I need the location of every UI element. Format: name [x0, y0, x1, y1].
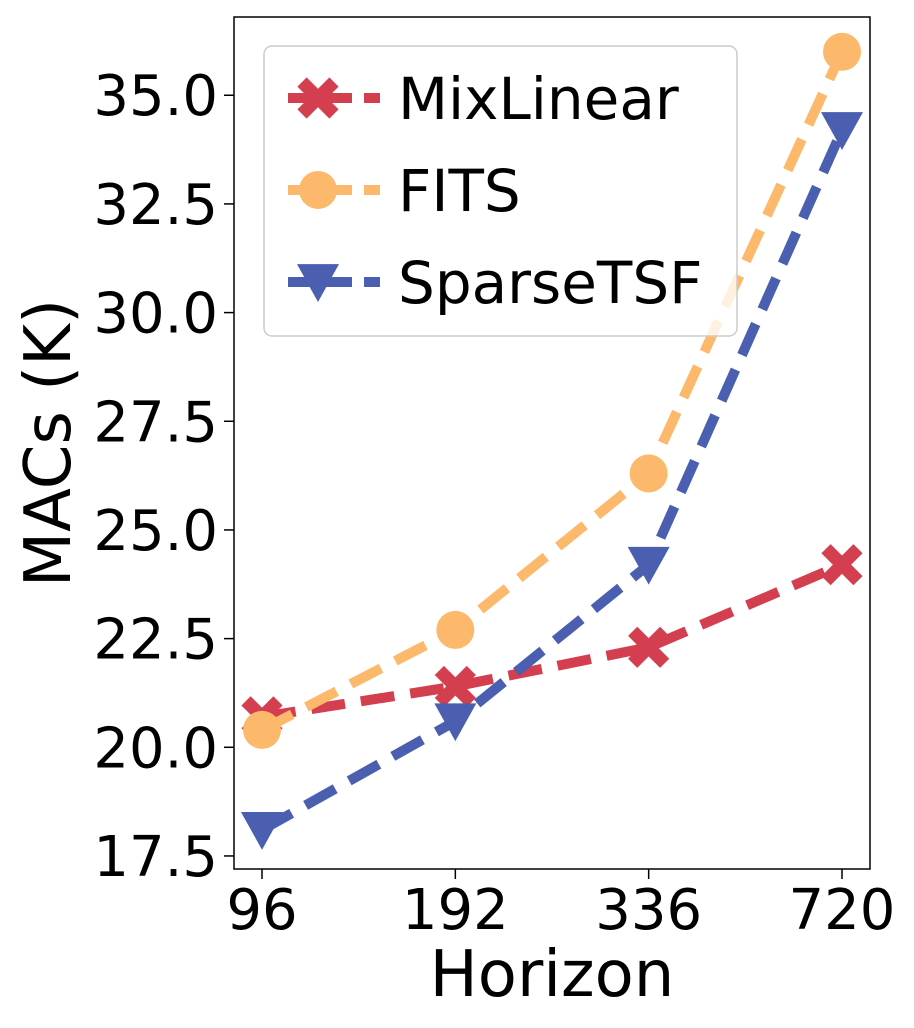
fits-point	[629, 454, 668, 493]
y-tick-label: 30.0	[93, 282, 218, 347]
legend-mixlinear-label: MixLinear	[398, 65, 679, 133]
mixlinear-point	[628, 626, 670, 668]
y-tick-label: 25.0	[93, 499, 218, 564]
fits-line	[259, 49, 847, 735]
series-layer	[241, 32, 863, 850]
y-tick-label: 17.5	[93, 825, 218, 890]
legend: MixLinear FITS SparseTSF	[263, 45, 738, 337]
x-tick-label: 96	[226, 878, 297, 943]
y-axis-title: MACs (K)	[12, 299, 86, 587]
legend-sparsetsf-label: SparseTSF	[398, 249, 703, 317]
x-tick-label: 720	[789, 878, 896, 943]
y-tick-label: 32.5	[93, 173, 218, 238]
x-axis: 96 192 336 720	[226, 869, 895, 943]
x-tick-label: 336	[595, 878, 702, 943]
sparsetsf-point	[821, 112, 863, 150]
y-tick-label: 35.0	[93, 64, 218, 129]
sparsetsf-point	[434, 703, 477, 742]
legend-box	[263, 45, 738, 337]
fits-point	[243, 710, 281, 749]
sparsetsf-line	[259, 127, 847, 835]
fits-point	[436, 610, 475, 649]
y-tick-label: 20.0	[93, 716, 218, 781]
legend-fits-label: FITS	[398, 157, 521, 225]
mixlinear-point	[821, 544, 863, 586]
mixlinear-point	[434, 665, 476, 708]
y-tick-label: 27.5	[93, 390, 218, 455]
y-tick-label: 22.5	[93, 608, 218, 673]
y-axis: 17.5 20.0 22.5 25.0 27.5 30.0 32.5 35.0	[93, 64, 234, 890]
sparsetsf-point	[627, 546, 670, 585]
sparsetsf-point	[241, 812, 283, 850]
legend-fits-marker	[299, 171, 337, 209]
fits-point	[823, 32, 861, 71]
x-tick-label: 192	[402, 878, 509, 943]
legend-mixlinear-marker	[297, 77, 339, 119]
legend-sparsetsf-marker	[297, 264, 339, 302]
x-axis-title: Horizon	[430, 938, 675, 1012]
